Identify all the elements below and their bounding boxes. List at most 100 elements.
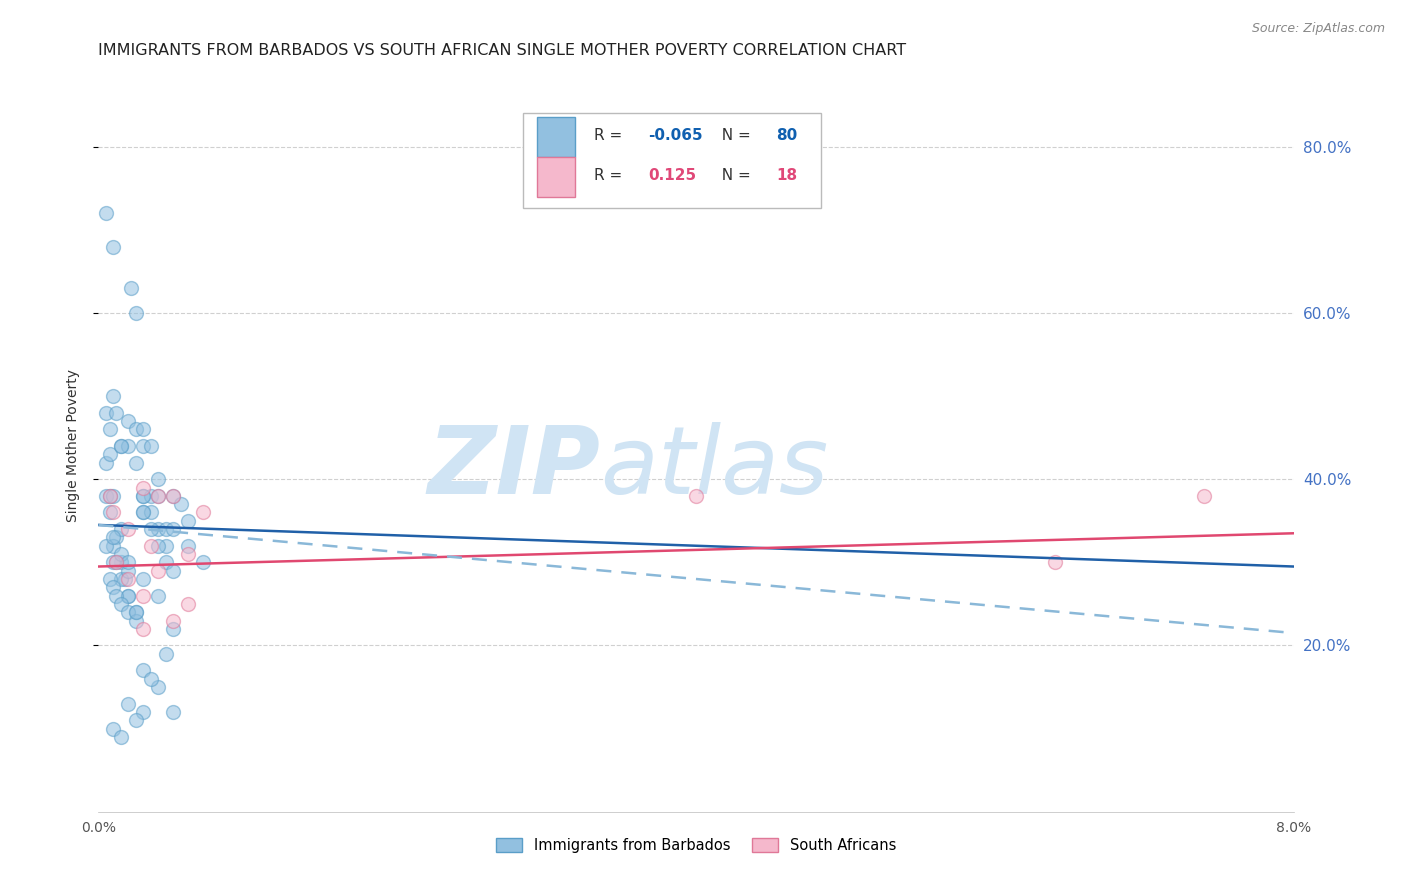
Text: -0.065: -0.065: [648, 128, 703, 143]
Point: [155, 555, 177, 569]
Point: [110, 439, 132, 453]
Point: [98, 489, 122, 503]
Point: [132, 572, 155, 586]
Point: [117, 572, 139, 586]
Point: [94, 456, 117, 470]
Point: [148, 489, 170, 503]
Point: [162, 564, 184, 578]
Point: [148, 472, 170, 486]
Point: [117, 589, 139, 603]
Point: [177, 547, 200, 561]
Point: [105, 406, 128, 420]
Point: [103, 506, 125, 520]
Point: [117, 522, 139, 536]
Point: [155, 522, 177, 536]
Text: R =: R =: [595, 128, 627, 143]
Point: [105, 555, 128, 569]
Legend: Immigrants from Barbados, South Africans: Immigrants from Barbados, South Africans: [489, 832, 903, 859]
Point: [110, 439, 132, 453]
Text: N =: N =: [711, 168, 755, 183]
Point: [1043, 555, 1066, 569]
Point: [132, 506, 155, 520]
Text: atlas: atlas: [600, 423, 828, 514]
Point: [105, 530, 128, 544]
Point: [162, 614, 184, 628]
Point: [169, 497, 191, 511]
Point: [117, 555, 139, 569]
Point: [162, 489, 184, 503]
Point: [125, 456, 148, 470]
Point: [148, 539, 170, 553]
Point: [132, 705, 155, 719]
Point: [155, 647, 177, 661]
Point: [177, 597, 200, 611]
FancyBboxPatch shape: [537, 157, 575, 197]
Point: [98, 422, 122, 436]
Point: [110, 547, 132, 561]
Point: [148, 564, 170, 578]
Point: [105, 555, 128, 569]
Text: N =: N =: [711, 128, 755, 143]
Text: 18: 18: [776, 168, 797, 183]
FancyBboxPatch shape: [523, 113, 821, 209]
Point: [162, 522, 184, 536]
Point: [117, 605, 139, 619]
Point: [148, 589, 170, 603]
Text: R =: R =: [595, 168, 627, 183]
Point: [103, 489, 125, 503]
Point: [110, 730, 132, 744]
Point: [132, 439, 155, 453]
Point: [94, 489, 117, 503]
Point: [148, 489, 170, 503]
Point: [125, 306, 148, 320]
Text: ZIP: ZIP: [427, 422, 600, 514]
Point: [94, 539, 117, 553]
Point: [103, 530, 125, 544]
Point: [117, 439, 139, 453]
Point: [139, 672, 162, 686]
Point: [125, 422, 148, 436]
Point: [125, 714, 148, 728]
Point: [105, 589, 128, 603]
Point: [132, 664, 155, 678]
Point: [132, 422, 155, 436]
Point: [98, 572, 122, 586]
Point: [132, 622, 155, 636]
Point: [110, 572, 132, 586]
Point: [162, 705, 184, 719]
Point: [98, 489, 122, 503]
Point: [120, 281, 142, 295]
Point: [98, 506, 122, 520]
Point: [139, 489, 162, 503]
Point: [139, 506, 162, 520]
Text: IMMIGRANTS FROM BARBADOS VS SOUTH AFRICAN SINGLE MOTHER POVERTY CORRELATION CHAR: IMMIGRANTS FROM BARBADOS VS SOUTH AFRICA…: [98, 44, 907, 58]
Point: [103, 580, 125, 594]
Point: [117, 564, 139, 578]
Point: [132, 489, 155, 503]
Point: [114, 572, 136, 586]
Point: [103, 555, 125, 569]
Point: [110, 555, 132, 569]
Point: [117, 697, 139, 711]
Text: 0.125: 0.125: [648, 168, 696, 183]
Point: [103, 239, 125, 253]
Point: [110, 522, 132, 536]
Point: [94, 206, 117, 220]
Point: [125, 614, 148, 628]
Text: 80: 80: [776, 128, 797, 143]
Point: [117, 589, 139, 603]
Point: [125, 605, 148, 619]
Point: [162, 622, 184, 636]
Point: [125, 605, 148, 619]
Point: [155, 539, 177, 553]
Text: Source: ZipAtlas.com: Source: ZipAtlas.com: [1251, 22, 1385, 36]
Point: [177, 514, 200, 528]
Y-axis label: Single Mother Poverty: Single Mother Poverty: [66, 369, 80, 523]
Point: [103, 539, 125, 553]
Point: [162, 489, 184, 503]
Point: [94, 406, 117, 420]
FancyBboxPatch shape: [537, 117, 575, 157]
Point: [132, 489, 155, 503]
Point: [148, 680, 170, 694]
Point: [110, 597, 132, 611]
